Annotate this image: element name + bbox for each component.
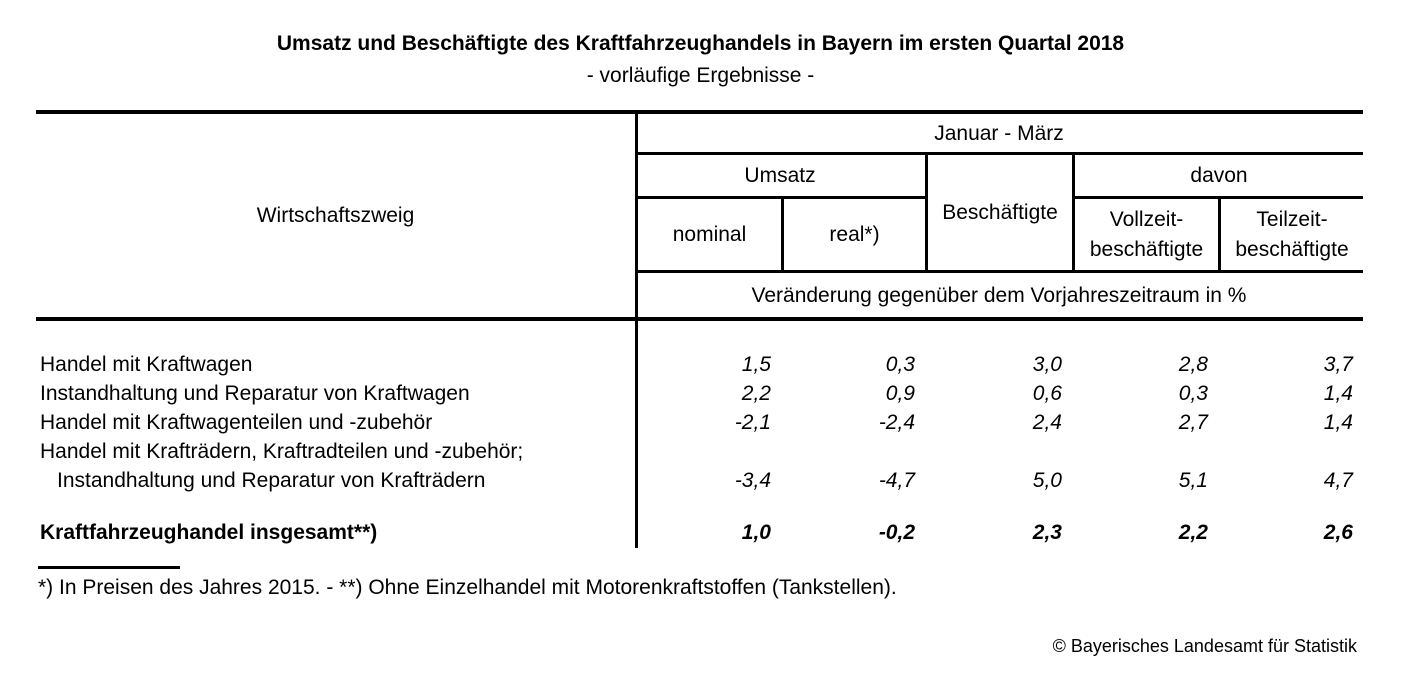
- value-real: 0,3: [885, 352, 915, 376]
- header-beschaeftigte: Beschäftigte: [942, 201, 1058, 224]
- value-real: -4,7: [878, 468, 915, 492]
- header-teilzeit-line1: Teilzeit-: [1256, 207, 1328, 231]
- stub-column-separator: [635, 110, 638, 548]
- value-beschaeftigte: 5,0: [1032, 468, 1062, 492]
- table-total-row: Kraftfahrzeughandel insgesamt**) 1,0 -0,…: [36, 518, 1363, 547]
- header-teilzeitbeschaeftigte: Teilzeit- beschäftigte: [1221, 199, 1363, 270]
- value-beschaeftigte: 3,0: [1032, 352, 1062, 376]
- value-teilzeit: 1,4: [1323, 381, 1353, 405]
- header-wirtschaftszweig: Wirtschaftszweig: [256, 204, 415, 227]
- beschaeftigte-davon-separator: [1072, 152, 1075, 270]
- value-real: -2,4: [878, 410, 915, 434]
- value-vollzeit: 5,1: [1178, 468, 1208, 492]
- footnote-rule: [38, 566, 180, 569]
- period-row-rule: [635, 152, 1363, 155]
- table-top-rule: [36, 110, 1363, 114]
- umsatz-group-rule: [635, 196, 925, 199]
- value-beschaeftigte: 2,3: [1032, 520, 1062, 544]
- header-teilzeit-line2: beschäftigte: [1235, 237, 1349, 261]
- column-header-rule: [635, 270, 1363, 273]
- real-beschaeftigte-separator: [925, 152, 928, 270]
- footnote-text: *) In Preisen des Jahres 2015. - **) Ohn…: [38, 576, 897, 599]
- vollzeit-teilzeit-separator: [1218, 196, 1221, 270]
- row-label: Handel mit Krafträdern, Kraftradteilen u…: [40, 439, 524, 463]
- header-bottom-rule: [36, 317, 1363, 321]
- value-real: -0,2: [878, 520, 915, 544]
- header-vollzeit-line1: Vollzeit-: [1109, 207, 1184, 231]
- davon-group-rule: [1072, 196, 1363, 199]
- table-row: Handel mit Kraftwagenteilen und -zubehör…: [36, 408, 1363, 437]
- row-label: Handel mit Kraftwagen: [40, 352, 253, 376]
- header-vollzeit-line2: beschäftigte: [1089, 237, 1204, 261]
- value-vollzeit: 2,7: [1178, 410, 1208, 434]
- page-subtitle: - vorläufige Ergebnisse -: [586, 64, 815, 87]
- table-row: Instandhaltung und Reparatur von Krafträ…: [36, 466, 1363, 495]
- nominal-real-separator: [781, 196, 784, 270]
- value-nominal: 2,2: [741, 381, 771, 405]
- value-beschaeftigte: 2,4: [1032, 410, 1062, 434]
- header-period: Januar - März: [934, 121, 1064, 145]
- row-label-continuation: Instandhaltung und Reparatur von Krafträ…: [57, 468, 486, 492]
- value-teilzeit: 3,7: [1323, 352, 1353, 376]
- copyright-notice: © Bayerisches Landesamt für Statistik: [1052, 636, 1357, 656]
- page-title: Umsatz und Beschäftigte des Kraftfahrzeu…: [276, 32, 1125, 55]
- value-real: 0,9: [885, 381, 915, 405]
- header-real: real*): [829, 223, 880, 246]
- value-vollzeit: 0,3: [1178, 381, 1208, 405]
- row-label: Handel mit Kraftwagenteilen und -zubehör: [40, 410, 433, 434]
- table-row: Instandhaltung und Reparatur von Kraftwa…: [36, 379, 1363, 408]
- value-vollzeit: 2,8: [1178, 352, 1208, 376]
- value-beschaeftigte: 0,6: [1032, 381, 1062, 405]
- value-nominal: -2,1: [734, 410, 771, 434]
- value-teilzeit: 4,7: [1323, 468, 1353, 492]
- value-nominal: -3,4: [734, 468, 771, 492]
- value-teilzeit: 1,4: [1323, 410, 1353, 434]
- value-teilzeit: 2,6: [1323, 520, 1353, 544]
- header-nominal: nominal: [672, 223, 747, 246]
- table-row-label-line1: Handel mit Krafträdern, Kraftradteilen u…: [36, 437, 1363, 466]
- value-vollzeit: 2,2: [1178, 520, 1208, 544]
- header-davon-group: davon: [1190, 164, 1248, 187]
- total-row-label: Kraftfahrzeughandel insgesamt**): [40, 520, 378, 544]
- header-vollzeitbeschaeftigte: Vollzeit- beschäftigte: [1075, 199, 1218, 270]
- value-nominal: 1,5: [741, 352, 771, 376]
- row-label: Instandhaltung und Reparatur von Kraftwa…: [40, 381, 470, 405]
- table-row: Handel mit Kraftwagen 1,5 0,3 3,0 2,8 3,…: [36, 350, 1363, 379]
- header-umsatz-group: Umsatz: [744, 164, 816, 187]
- value-nominal: 1,0: [741, 520, 771, 544]
- header-unit-note: Veränderung gegenüber dem Vorjahreszeitr…: [751, 283, 1247, 307]
